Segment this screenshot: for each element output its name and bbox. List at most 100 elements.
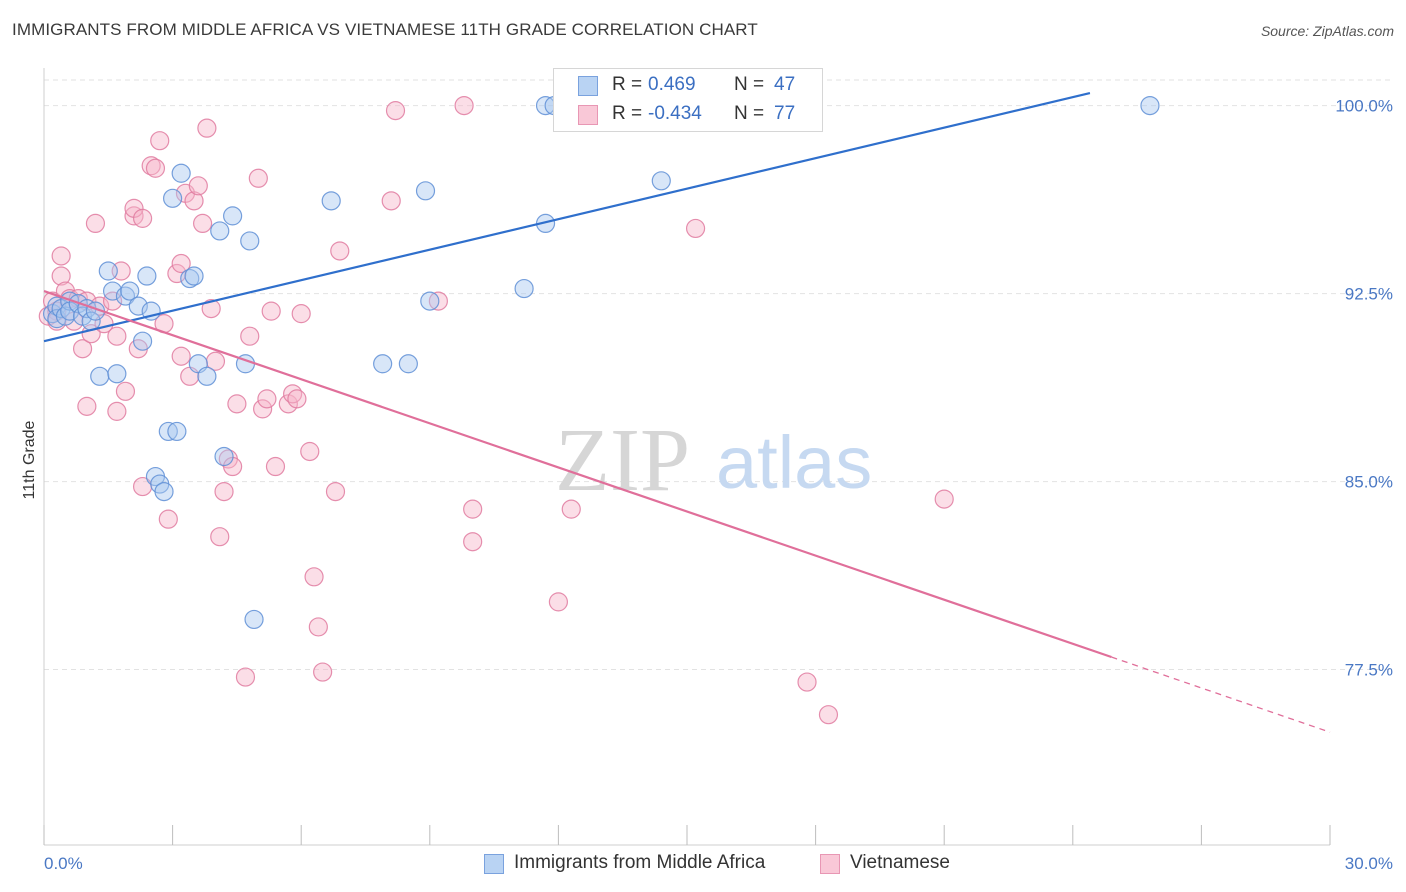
vietnamese-point-38: [188, 176, 208, 196]
middle-africa-point-44: [514, 278, 534, 299]
vietnamese-point-37: [184, 191, 204, 211]
vietnamese-point-40: [197, 118, 217, 138]
middle-africa-point-34: [214, 446, 234, 467]
middle-africa-point-18: [128, 296, 148, 316]
middle-africa-trend-line: [43, 91, 1091, 343]
source-label: Source: ZipAtlas.com: [1260, 23, 1394, 39]
vietnamese-point-41: [201, 299, 221, 319]
middle-africa-point-14: [102, 281, 123, 301]
vietnamese-point-4: [51, 266, 71, 286]
vietnamese-point-59: [300, 441, 320, 462]
middle-africa-point-15: [107, 364, 127, 384]
middle-africa-point-35: [223, 206, 243, 226]
middle-africa-point-27: [167, 421, 187, 442]
vietnamese-point-5: [51, 246, 71, 266]
axes: [43, 68, 1331, 846]
x-tick-label-left: 0.0%: [44, 854, 83, 873]
vietnamese-point-75: [818, 705, 839, 725]
vietnamese-point-50: [248, 168, 268, 188]
vietnamese-point-19: [107, 401, 127, 421]
vietnamese-point-14: [85, 213, 106, 233]
vietnamese-point-21: [115, 381, 136, 401]
chart-title: IMMIGRANTS FROM MIDDLE AFRICA VS VIETNAM…: [12, 20, 758, 39]
vietnamese-point-10: [72, 339, 93, 359]
vietnamese-point-64: [330, 241, 350, 261]
series-name-middle-africa: Immigrants from Middle Africa: [514, 852, 766, 873]
vietnamese-point-25: [132, 208, 153, 228]
middle-africa-point-12: [90, 366, 110, 386]
middle-africa-point-28: [171, 163, 191, 183]
vietnamese-point-44: [214, 481, 234, 502]
middle-africa-point-30: [184, 266, 204, 286]
vietnamese-point-73: [685, 218, 706, 239]
vietnamese-point-65: [381, 191, 401, 211]
legend-r-value: 0.469: [648, 74, 696, 95]
legend-n-value: 47: [774, 74, 796, 95]
vietnamese-point-68: [454, 95, 474, 116]
vietnamese-point-39: [193, 213, 213, 233]
vietnamese-point-48: [235, 667, 256, 687]
vietnamese-point-57: [287, 389, 307, 409]
legend-n-label: N =: [734, 74, 765, 95]
middle-africa-point-37: [240, 231, 260, 251]
x-tick-label-right: 30.0%: [1345, 854, 1393, 873]
watermark-atlas: atlas: [716, 421, 872, 504]
middle-africa-point-17: [120, 281, 140, 301]
vietnamese-point-43: [210, 527, 230, 547]
middle-africa-point-41: [398, 354, 418, 374]
vietnamese-point-60: [304, 567, 324, 587]
vietnamese-point-54: [265, 456, 286, 477]
vietnamese-trend-line: [43, 290, 1112, 659]
vietnamese-point-51: [253, 399, 273, 419]
series-swatch-pink: [820, 854, 840, 874]
y-tick-label-3: 100.0%: [1335, 97, 1393, 116]
vietnamese-trend-extension: [1111, 656, 1331, 733]
watermark-zip: ZIP: [555, 411, 690, 510]
vietnamese-point-18: [107, 326, 127, 346]
middle-africa-point-38: [244, 609, 264, 630]
vietnamese-point-12: [77, 396, 97, 416]
y-axis-label: 11th Grade: [21, 420, 38, 499]
middle-africa-point-39: [321, 191, 341, 211]
middle-africa-point-46: [651, 171, 671, 191]
vietnamese-point-31: [158, 509, 178, 529]
vietnamese-point-58: [291, 304, 311, 324]
vietnamese-point-61: [308, 617, 328, 637]
legend-r-label: R =: [612, 103, 643, 124]
legend-row-middle-africa: R = 0.469 N = 47: [554, 71, 822, 99]
vietnamese-point-52: [257, 389, 277, 409]
grid-lines: [44, 79, 1392, 671]
y-tick-label-2: 92.5%: [1345, 285, 1393, 304]
middle-africa-point-26: [163, 188, 183, 208]
vietnamese-point-69: [463, 499, 483, 519]
y-tick-label-1: 85.0%: [1345, 473, 1393, 492]
middle-africa-point-42: [415, 181, 436, 201]
middle-africa-point-20: [137, 266, 157, 286]
legend-r-value: -0.434: [648, 103, 702, 124]
vietnamese-point-74: [797, 672, 817, 692]
vietnamese-point-34: [171, 346, 191, 366]
vietnamese-point-66: [385, 101, 406, 121]
legend-r-label: R =: [612, 74, 643, 95]
vietnamese-point-71: [548, 592, 569, 612]
vietnamese-point-53: [261, 301, 281, 321]
middle-africa-point-24: [154, 481, 174, 502]
vietnamese-point-72: [561, 499, 581, 519]
middle-africa-point-43: [420, 291, 440, 311]
vietnamese-point-49: [240, 326, 260, 346]
trend-lines: [43, 91, 1331, 733]
legend-n-value: 77: [774, 103, 796, 124]
vietnamese-point-28: [145, 158, 166, 178]
middle-africa-point-40: [373, 354, 393, 374]
vietnamese-point-62: [313, 662, 333, 682]
legend-n-label: N =: [734, 103, 765, 124]
middle-africa-point-49: [1140, 95, 1160, 116]
tick-labels: 77.5% 85.0% 92.5% 100.0% 0.0% 30.0%: [44, 97, 1393, 873]
middle-africa-point-13: [98, 261, 118, 281]
legend-row-vietnamese: R = -0.434 N = 77: [554, 100, 822, 128]
vietnamese-point-29: [150, 131, 170, 151]
legend-swatch-pink: [578, 105, 598, 125]
middle-africa-point-33: [210, 221, 230, 241]
vietnamese-point-17: [102, 291, 123, 311]
